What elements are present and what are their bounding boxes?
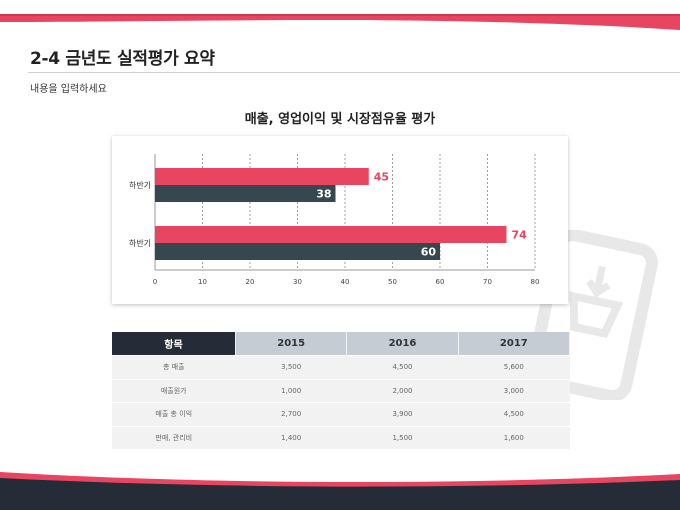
table-cell: 3,500 [235,355,347,379]
data-label: 60 [421,246,437,259]
title-divider [28,72,680,73]
chart-card [112,136,568,304]
table-header-row: 항목 2015 2016 2017 [112,332,571,356]
row-label: 매출 총 이익 [112,402,236,426]
table-cell: 2,700 [235,402,347,426]
table-cell: 3,000 [458,378,570,403]
table-row: 판매, 관리비 1,400 1,500 1,600 [112,425,570,449]
header-item: 항목 [112,332,236,356]
page-subtitle: 내용을 입력하세요 [30,84,107,95]
bar-pink [155,226,507,243]
table-cell: 4,500 [346,355,459,379]
table-cell: 4,500 [458,402,570,426]
chart-title: 매출, 영업이익 및 시장점유율 평가 [244,112,436,127]
tablet-cart-icon [526,230,658,400]
page-title: 2-4 금년도 실적평가 요약 [30,49,215,69]
data-label: 45 [374,171,389,184]
table-cell: 3,900 [346,402,459,426]
x-tick-label: 30 [293,278,302,286]
x-tick-label: 20 [246,278,255,286]
row-label: 판매, 관리비 [112,425,236,449]
bar-chart: 0 10 20 30 40 50 60 70 80 하반기 45 38 하반기 74 60 [129,154,540,286]
x-tick-label: 0 [153,278,157,286]
x-tick-label: 10 [198,278,207,286]
bar-dark [155,185,336,202]
category-label: 하반기 [129,180,151,190]
x-tick-label: 80 [531,278,540,286]
bar-pink [155,168,369,185]
table-row: 매출 총 이익 2,700 3,900 4,500 [112,402,570,426]
bottom-decor-band [0,472,680,510]
category-label: 하반기 [129,238,151,248]
table-cell: 1,600 [458,425,570,449]
performance-table: 항목 2015 2016 2017 총 매출 3,500 4,500 5,600… [112,332,571,449]
x-tick-label: 70 [483,278,492,286]
x-tick-label: 40 [341,278,350,286]
row-label: 총 매출 [112,355,236,379]
table-row: 총 매출 3,500 4,500 5,600 [112,355,570,379]
table-cell: 1,000 [235,378,347,403]
table-cell: 1,500 [346,425,459,449]
header-2015: 2015 [235,332,348,356]
header-2017: 2017 [458,332,571,356]
table-cell: 1,400 [235,425,347,449]
header-2016: 2016 [346,332,459,356]
data-label: 74 [512,229,528,242]
table-cell: 5,600 [458,355,570,379]
x-tick-label: 50 [388,278,397,286]
data-label: 38 [316,188,331,201]
table-cell: 2,000 [346,378,459,403]
bar-dark [155,243,440,260]
x-tick-label: 60 [436,278,445,286]
row-label: 매출원가 [112,378,236,403]
table-row: 매출원가 1,000 2,000 3,000 [112,378,570,403]
top-decor-band [0,14,680,30]
